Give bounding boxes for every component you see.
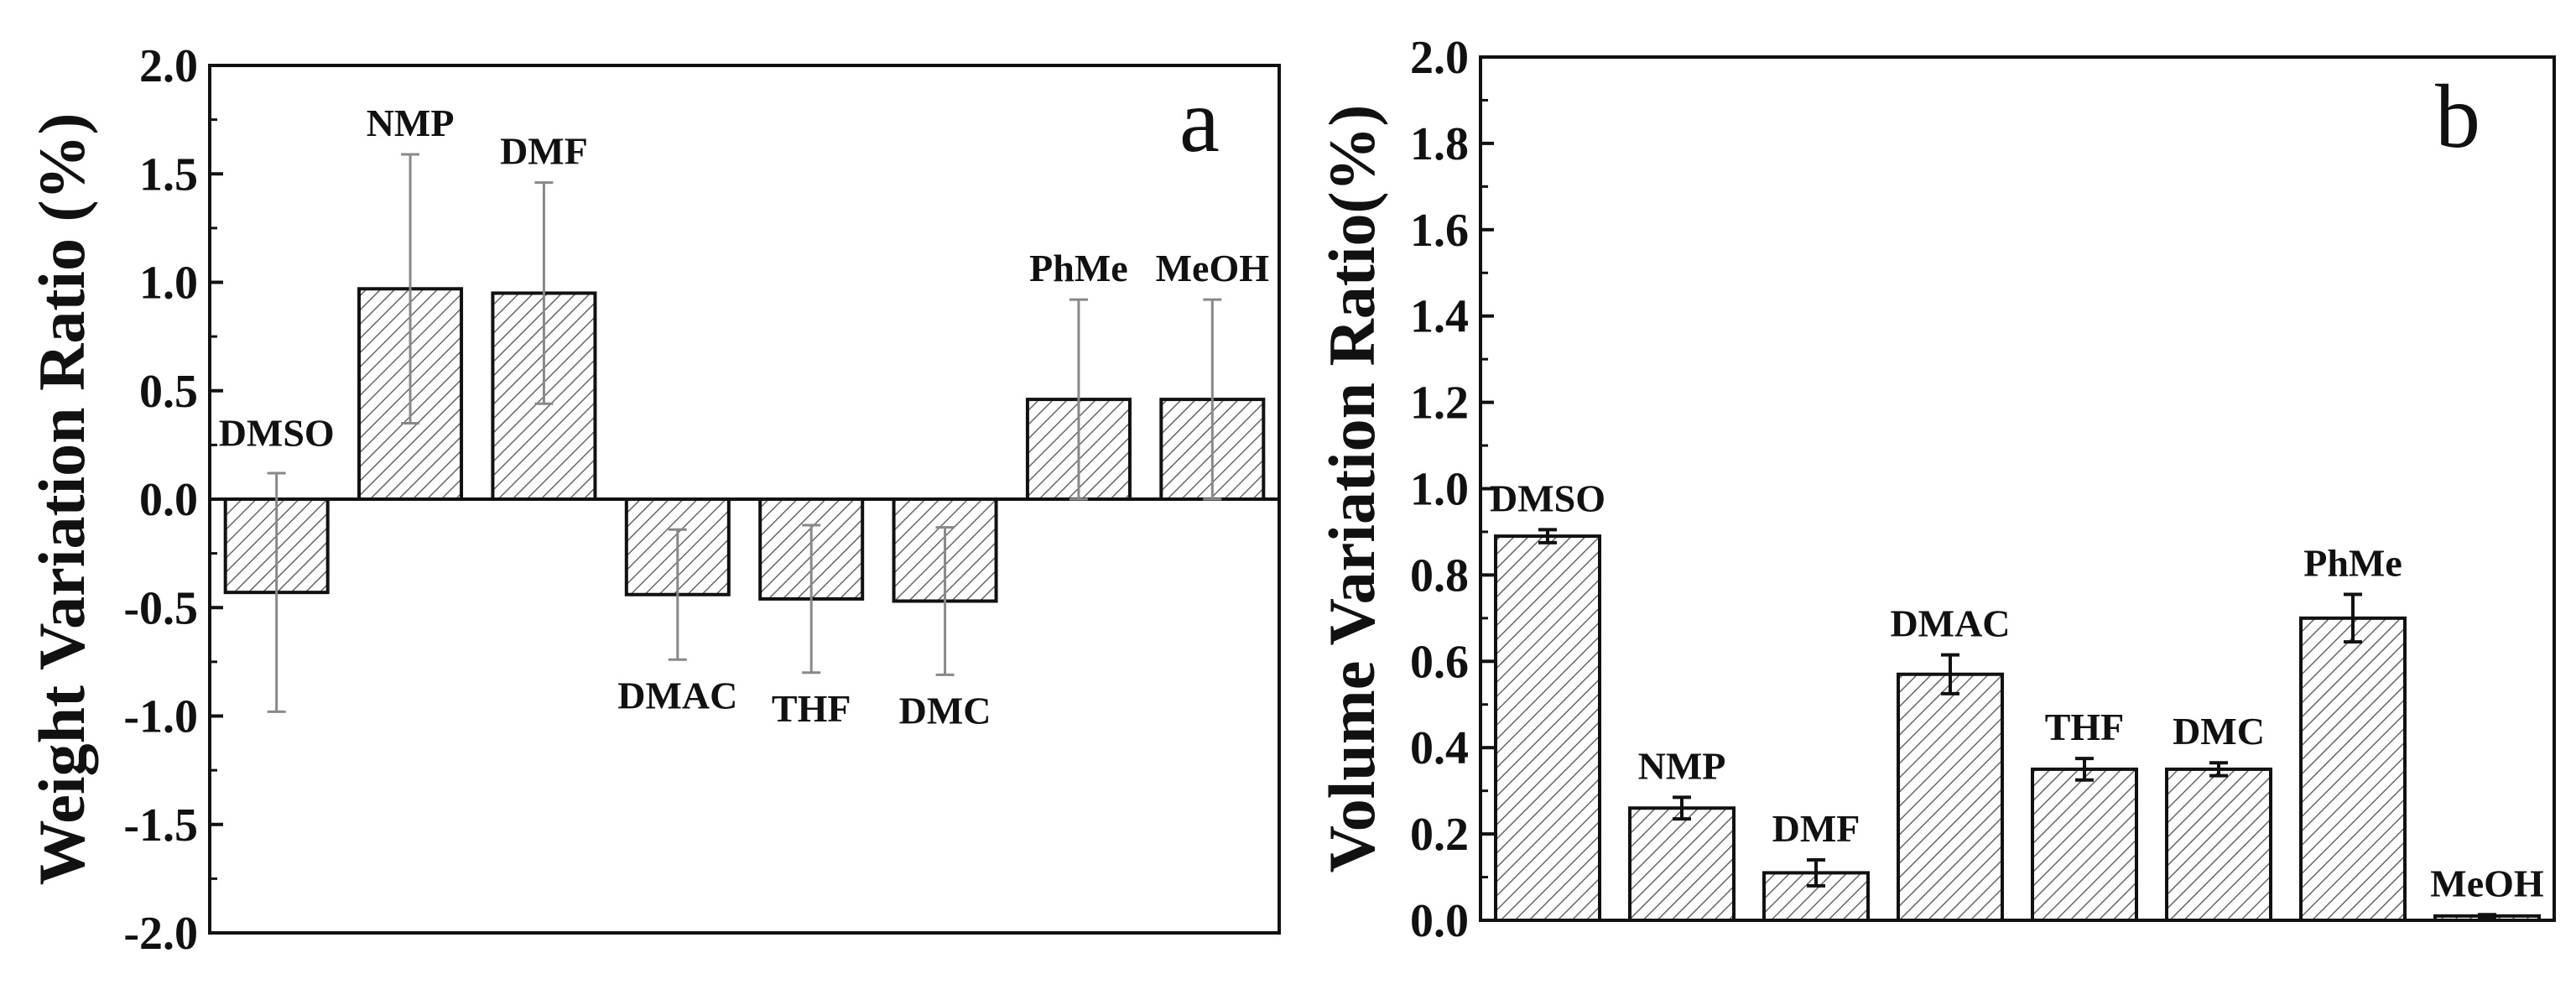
y-tick-label: -2.0 xyxy=(123,908,198,960)
bar-label-phme: PhMe xyxy=(1029,247,1128,289)
panel-letter: a xyxy=(1179,71,1220,171)
panel-letter: b xyxy=(2435,67,2480,167)
y-tick-label: -0.5 xyxy=(123,582,198,634)
y-tick-label: 1.6 xyxy=(1410,205,1469,257)
bar-label-dmac: DMAC xyxy=(617,674,737,716)
bar-dmso xyxy=(1494,534,1601,922)
bar-label-nmp: NMP xyxy=(367,102,455,144)
bar-phme xyxy=(2299,616,2407,922)
bar-label-dmac: DMAC xyxy=(1890,602,2010,645)
y-tick-label: 1.4 xyxy=(1410,291,1469,343)
bar-label-dmc: DMC xyxy=(899,689,991,732)
y-tick-label: 0.4 xyxy=(1410,722,1469,774)
y-axis-title: Weight Variation Ratio (%) xyxy=(25,113,98,886)
y-tick-label: 0.2 xyxy=(1410,809,1469,861)
bar-label-dmso: DMSO xyxy=(219,411,335,454)
y-tick-label: 0.8 xyxy=(1410,549,1469,602)
bar-nmp xyxy=(1628,806,1736,922)
bar-dmc xyxy=(2165,767,2272,922)
y-tick-label: -1.5 xyxy=(123,799,198,852)
bar-thf xyxy=(2031,767,2138,922)
y-tick-label: 0.0 xyxy=(1410,895,1469,947)
y-tick-label: 0.5 xyxy=(139,366,198,418)
bar-label-dmso: DMSO xyxy=(1490,477,1605,519)
bar-label-phme: PhMe xyxy=(2303,542,2402,585)
y-tick-label: 1.0 xyxy=(139,258,198,310)
bar-label-dmf: DMF xyxy=(1772,807,1860,850)
chart-panel-b: 2.0 1.8 1.6 1.4 1.2 1.0 0.8 0.6 0.4 0.2 0.0 DMSO NMP… xyxy=(1315,32,2556,947)
bar-dmac xyxy=(1897,672,2004,922)
y-tick-label: 1.2 xyxy=(1410,378,1469,430)
bar-label-thf: THF xyxy=(772,687,851,730)
chart-panel-a: 2.0 1.5 1.0 0.5 0.0 -0.5 -1.0 -1.5 -2.0 DMSO NMP DM… xyxy=(25,40,1281,960)
bar-label-dmf: DMF xyxy=(500,130,588,173)
bar-label-thf: THF xyxy=(2045,706,2125,748)
bar-label-meoh: MeOH xyxy=(1156,247,1270,289)
y-tick-label: 0.0 xyxy=(139,474,198,526)
bar-label-nmp: NMP xyxy=(1638,744,1726,787)
y-tick-label: -1.0 xyxy=(123,691,198,743)
y-tick-label: 2.0 xyxy=(1410,32,1469,84)
bar-label-meoh: MeOH xyxy=(2430,862,2544,904)
y-tick-label: 1.5 xyxy=(139,148,198,201)
y-tick-label: 2.0 xyxy=(139,40,198,92)
y-axis-title: Volume Variation Ratio(%) xyxy=(1315,105,1388,873)
y-tick-label: 1.0 xyxy=(1410,464,1469,516)
y-tick-label: 1.8 xyxy=(1410,118,1469,170)
y-tick-label: 0.6 xyxy=(1410,636,1469,688)
bar-label-dmc: DMC xyxy=(2173,710,2265,753)
